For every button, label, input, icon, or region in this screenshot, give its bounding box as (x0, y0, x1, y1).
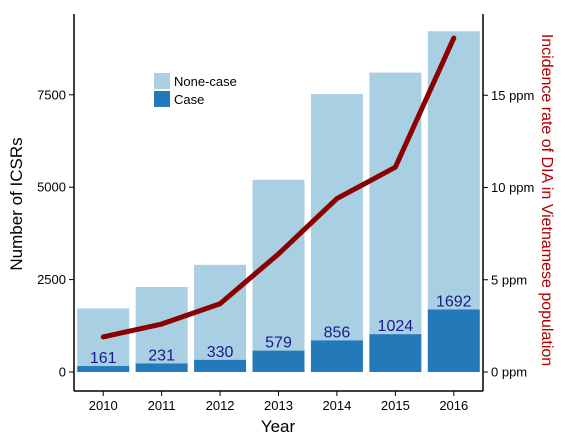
y-tick-label-5000: 5000 (37, 180, 66, 195)
bar-case-2015 (369, 334, 422, 372)
y-tick-label-7500: 7500 (37, 87, 66, 102)
data-label-2010: 161 (90, 350, 117, 367)
x-tick-label-2012: 2012 (206, 398, 235, 413)
y2-tick-label-0: 0 ppm (491, 365, 527, 380)
x-tick-label-2013: 2013 (264, 398, 293, 413)
line-layer (100, 35, 457, 340)
legend: None-case Case (154, 73, 237, 107)
data-label-2013: 579 (265, 335, 292, 352)
x-tick-label-2014: 2014 (322, 398, 351, 413)
y2-tick-label-15: 15 ppm (491, 88, 534, 103)
data-label-2012: 330 (207, 344, 234, 361)
y-tick-label-0: 0 (59, 365, 66, 380)
y2-tick-label-10: 10 ppm (491, 180, 534, 195)
bars-layer (77, 31, 480, 372)
data-label-2011: 231 (148, 347, 175, 364)
bar-case-2012 (194, 359, 247, 372)
bar-none-case-2013 (252, 179, 305, 351)
bar-case-2014 (310, 340, 363, 372)
x-tick-label-2011: 2011 (148, 398, 176, 413)
bar-case-2016 (427, 309, 480, 372)
x-tick-label-2010: 2010 (89, 398, 118, 413)
x-axis-title: Year (261, 417, 296, 436)
y-tick-label-2500: 2500 (37, 272, 66, 287)
data-label-2014: 856 (324, 324, 351, 341)
bar-case-2013 (252, 350, 305, 372)
bar-case-2010 (77, 366, 130, 372)
legend-label-case: Case (174, 92, 204, 107)
legend-swatch-none-case (154, 73, 170, 89)
y-axis-title: Number of ICSRs (7, 137, 26, 270)
data-label-2015: 1024 (378, 318, 414, 335)
legend-swatch-case (154, 91, 170, 107)
y2-axis-title: Incidence rate of DIA in Vietnamese popu… (538, 34, 555, 366)
legend-label-none-case: None-case (174, 74, 237, 89)
axes-layer: 0 2500 5000 7500 0 ppm 5 ppm 10 ppm 15 ppm 2010 2… (37, 14, 534, 413)
incidence-rate-line (100, 35, 457, 340)
data-label-2016: 1692 (436, 293, 472, 310)
x-tick-label-2015: 2015 (381, 398, 410, 413)
y2-tick-label-5: 5 ppm (491, 272, 527, 287)
x-tick-label-2016: 2016 (439, 398, 468, 413)
labels-layer: 161 231 330 579 856 1024 1692 (90, 293, 472, 367)
bar-case-2011 (135, 363, 188, 372)
bar-none-case-2015 (369, 72, 422, 335)
